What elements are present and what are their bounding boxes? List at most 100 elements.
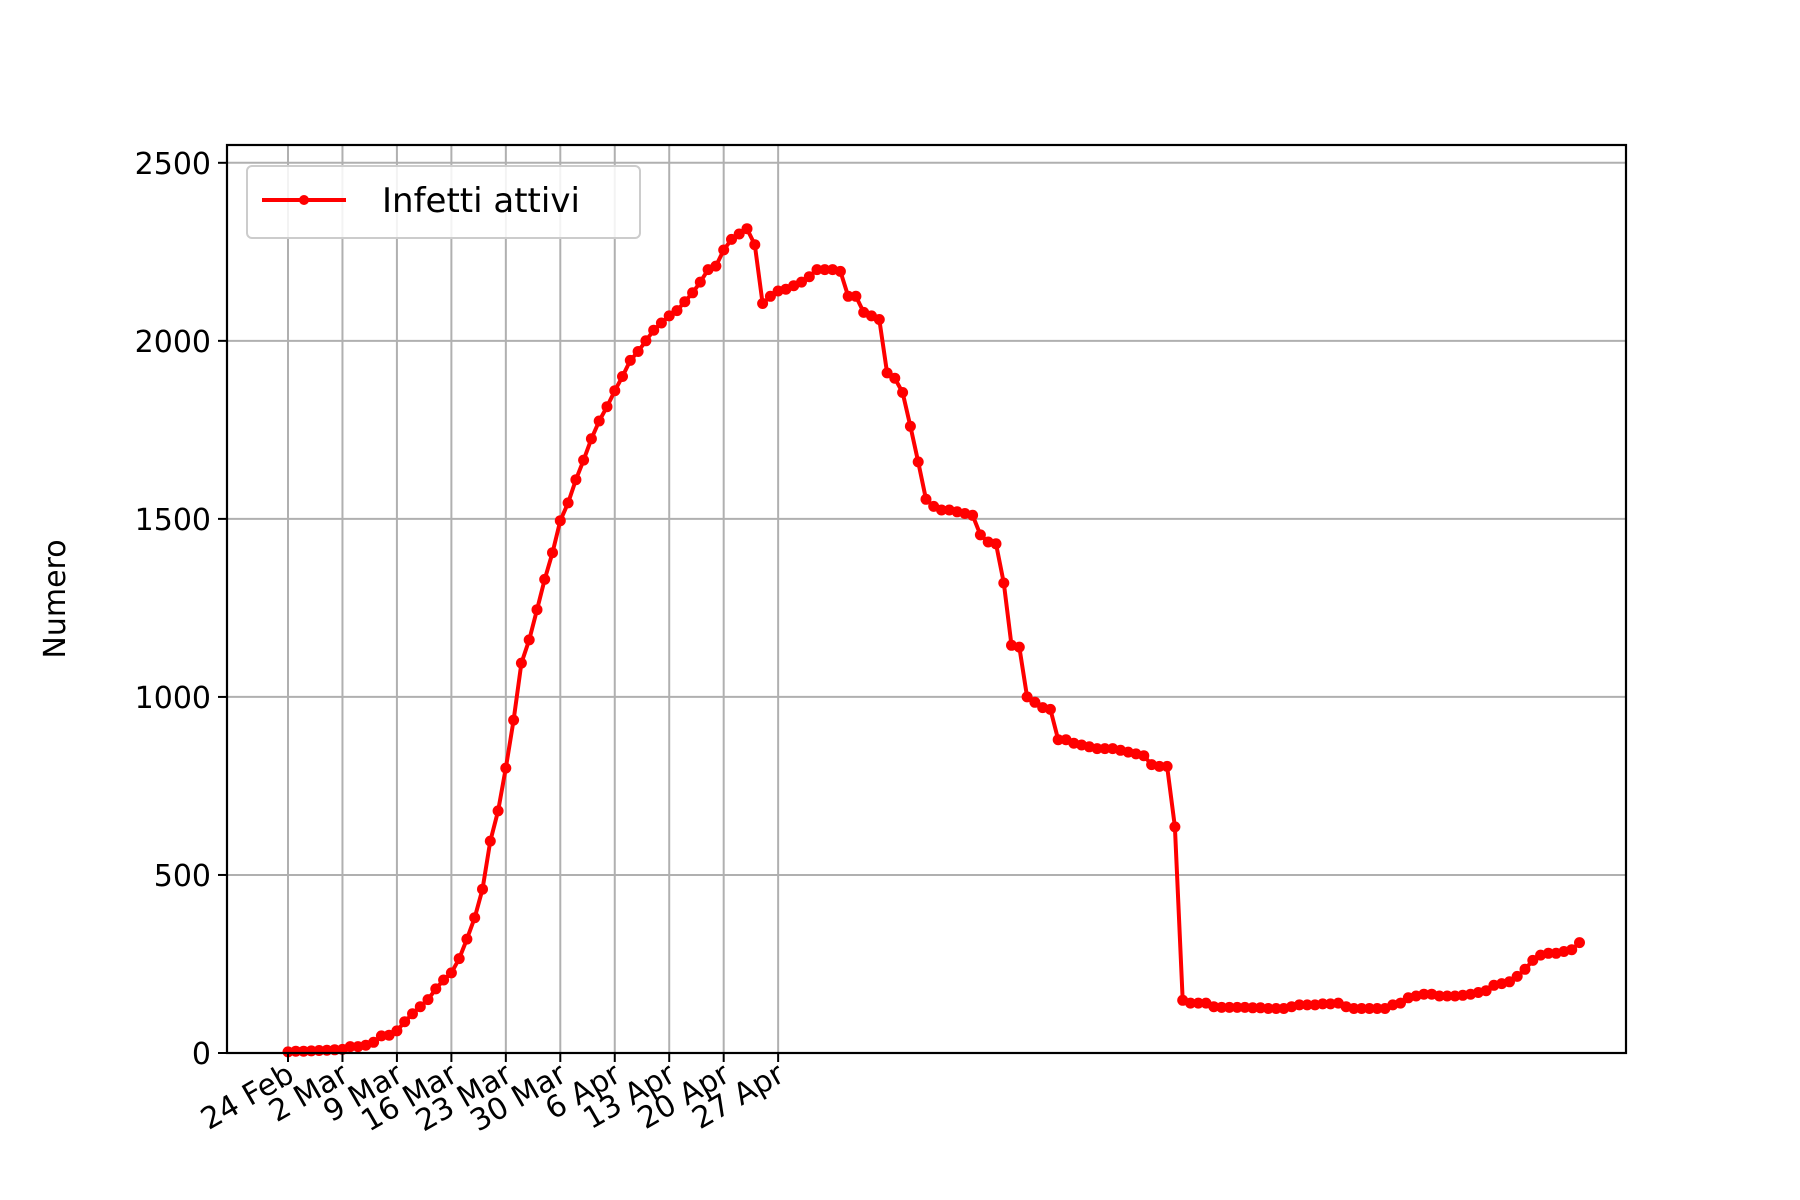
series-line — [287, 226, 1581, 1054]
data-point — [1192, 997, 1204, 1009]
data-point — [889, 372, 901, 384]
data-point — [679, 296, 691, 308]
data-point — [749, 239, 761, 251]
data-point — [554, 515, 566, 527]
data-point — [920, 493, 932, 505]
data-point — [710, 260, 722, 272]
y-tick-label: 0 — [192, 1037, 211, 1072]
data-point — [1052, 734, 1064, 746]
legend-box — [246, 165, 641, 239]
data-point — [585, 433, 597, 445]
data-point — [1542, 947, 1554, 959]
data-point — [671, 305, 683, 317]
data-point — [811, 264, 823, 276]
data-point — [1231, 1001, 1243, 1013]
data-point — [1138, 750, 1150, 762]
data-point — [445, 967, 457, 979]
data-point — [593, 415, 605, 427]
data-point — [912, 456, 924, 468]
data-point — [974, 529, 986, 541]
data-point — [539, 573, 551, 585]
data-point — [617, 371, 628, 382]
data-point — [1099, 743, 1111, 755]
plot-frame — [225, 143, 1628, 1055]
data-point — [726, 233, 737, 245]
data-point — [368, 1036, 380, 1048]
data-point — [764, 290, 776, 302]
data-point — [578, 454, 590, 466]
data-point — [990, 538, 1002, 550]
data-point — [1270, 1003, 1282, 1014]
data-point — [492, 805, 504, 817]
legend: Infetti attivi — [246, 165, 641, 239]
data-point — [438, 974, 450, 986]
data-point — [500, 762, 512, 774]
data-point — [1441, 990, 1453, 1002]
data-point — [757, 298, 769, 309]
y-tick-label: 1000 — [135, 681, 211, 716]
data-point — [531, 604, 543, 616]
data-point — [562, 497, 574, 509]
data-point — [1511, 970, 1523, 982]
data-point — [601, 401, 613, 413]
data-point — [1504, 976, 1515, 988]
data-point — [648, 324, 660, 336]
data-point — [1574, 937, 1585, 949]
legend-marker-sample — [299, 195, 309, 205]
data-point — [461, 933, 473, 945]
data-point — [484, 835, 496, 847]
data-point — [1566, 944, 1578, 956]
data-point — [1161, 760, 1173, 772]
data-point — [663, 310, 675, 322]
data-point — [570, 474, 582, 486]
data-point — [819, 264, 831, 276]
data-point — [414, 1001, 426, 1013]
y-tick-label: 2000 — [135, 325, 211, 360]
data-point — [834, 265, 846, 277]
data-point — [391, 1025, 403, 1037]
data-point — [1013, 641, 1025, 653]
data-point — [850, 290, 862, 302]
data-point — [1239, 1001, 1251, 1013]
data-point — [741, 223, 753, 235]
data-point — [1356, 1003, 1368, 1014]
data-point — [1527, 954, 1539, 966]
data-point — [733, 228, 745, 240]
data-point — [407, 1008, 418, 1020]
data-point — [523, 634, 535, 646]
series-infetti-attivi — [282, 223, 1585, 1058]
data-point — [422, 994, 434, 1006]
data-point — [609, 385, 621, 397]
data-point — [1371, 1003, 1383, 1014]
data-point — [796, 276, 807, 288]
data-point — [803, 271, 815, 283]
data-point — [655, 317, 667, 329]
data-point — [687, 287, 699, 299]
data-point — [632, 346, 644, 357]
data-point — [1480, 985, 1492, 997]
data-point — [897, 387, 909, 398]
data-point — [430, 983, 442, 995]
legend-entry-infetti-attivi: Infetti attivi — [382, 181, 580, 221]
y-tick-label: 500 — [154, 859, 211, 894]
data-point — [842, 290, 854, 302]
data-point — [1301, 999, 1313, 1011]
data-point — [881, 367, 893, 379]
data-point — [967, 509, 979, 521]
data-point — [1169, 821, 1181, 833]
data-point — [1021, 691, 1033, 703]
y-axis: 0 500 1000 1500 2000 2500 — [135, 147, 227, 1072]
data-point — [1223, 1001, 1235, 1013]
data-point — [1029, 696, 1041, 708]
data-point — [1153, 760, 1165, 772]
data-point — [936, 504, 947, 516]
data-point — [1247, 1002, 1259, 1014]
data-point — [873, 314, 885, 325]
data-point — [1216, 1001, 1228, 1013]
data-point — [640, 335, 652, 347]
data-point — [718, 244, 730, 256]
data-point — [1418, 988, 1430, 1000]
grid-lines — [227, 145, 1626, 1053]
data-point — [998, 577, 1010, 589]
